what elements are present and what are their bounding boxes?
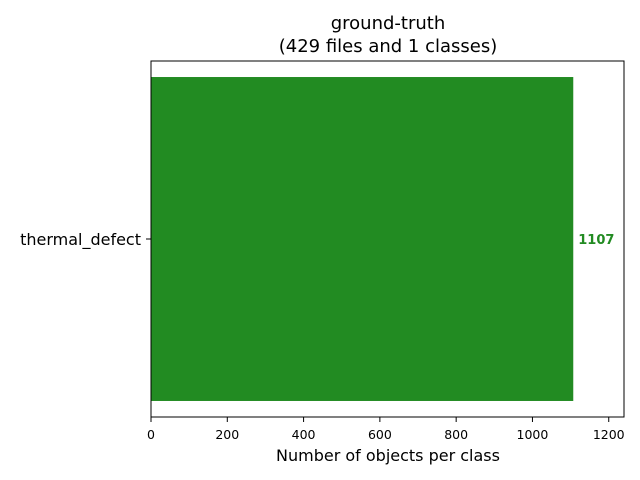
chart-title: ground-truth [331, 13, 446, 34]
plot-area: thermal_defect 1107 0 200 400 600 800 1000 1200 [20, 60, 625, 442]
x-tick-label: 400 [292, 427, 316, 442]
x-tick-label: 0 [147, 427, 155, 442]
category-label: thermal_defect [20, 230, 141, 250]
x-tick-label: 1000 [517, 427, 549, 442]
bar-value-label: 1107 [578, 233, 614, 248]
x-tick-label: 1200 [593, 427, 625, 442]
axes-frame [150, 60, 625, 418]
x-tick-label: 800 [444, 427, 468, 442]
x-tick-label: 600 [368, 427, 392, 442]
x-axis-label: Number of objects per class [276, 446, 500, 465]
chart-subtitle: (429 files and 1 classes) [279, 36, 498, 57]
bar-thermal_defect [151, 77, 574, 401]
x-tick-label: 200 [215, 427, 239, 442]
